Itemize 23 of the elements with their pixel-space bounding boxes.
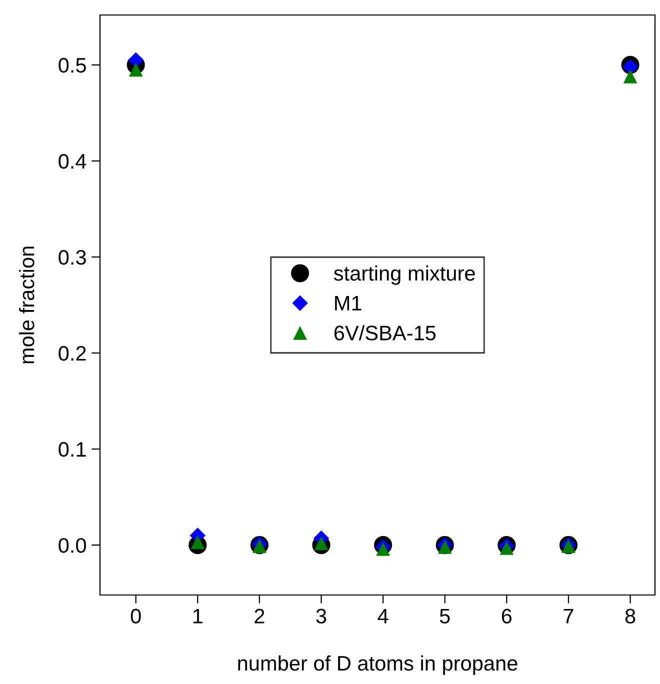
x-tick-label: 7 [564, 608, 574, 624]
x-tick-label: 0 [130, 608, 141, 624]
x-tick-label: 6 [502, 608, 512, 624]
x-tick-label: 4 [378, 608, 388, 624]
y-tick-label: 0.1 [58, 442, 86, 457]
x-tick-label: 8 [625, 608, 636, 624]
y-tick-label: 0.4 [58, 154, 86, 169]
x-tick-label: 1 [193, 608, 202, 624]
y-axis-title: mole fraction [18, 246, 34, 364]
y-tick-label: 0.3 [58, 250, 86, 265]
point [623, 70, 638, 84]
point [622, 59, 638, 75]
y-tick-label: 0.2 [58, 346, 86, 361]
x-tick-label: 5 [440, 608, 450, 624]
x-tick-label: 2 [254, 608, 264, 624]
legend-label: starting mixture [334, 265, 475, 285]
point [128, 52, 144, 68]
y-tick-label: 0.5 [58, 58, 86, 73]
x-tick-label: 3 [316, 608, 326, 624]
x-axis-title: number of D atoms in propane [238, 655, 518, 675]
legend-label: M1 [335, 296, 362, 310]
legend-label: 6V/SBA-15 [334, 325, 436, 340]
y-tick-label: 0.0 [58, 538, 86, 553]
